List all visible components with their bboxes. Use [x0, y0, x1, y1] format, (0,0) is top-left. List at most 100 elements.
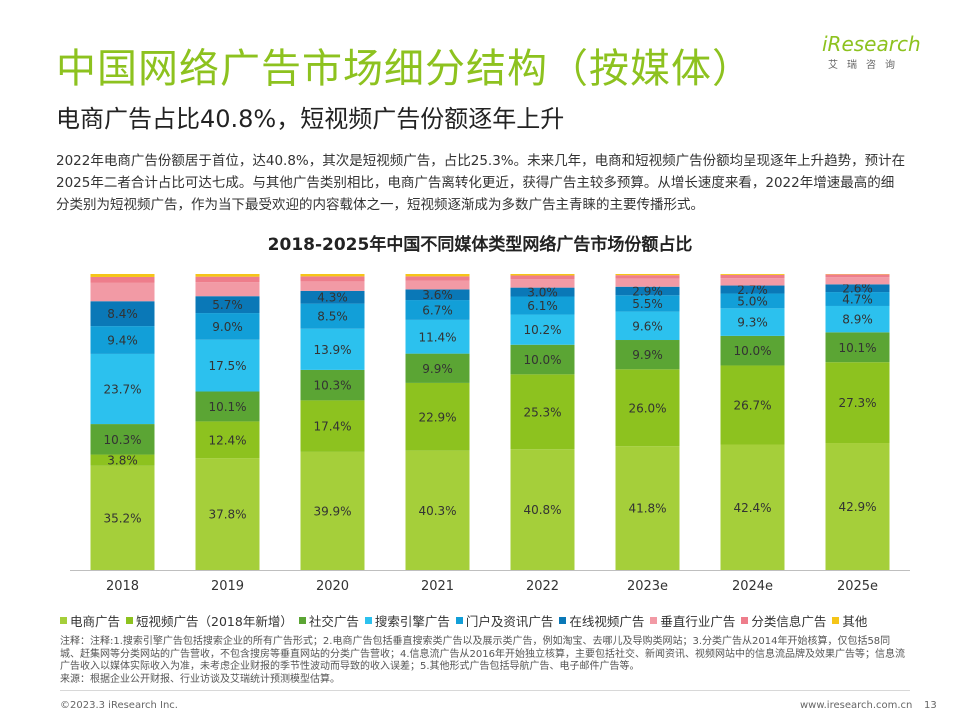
source-text: 来源：根据企业公开财报、行业访谈及艾瑞统计预测模型估算。	[60, 673, 340, 685]
bar-segment	[510, 274, 575, 276]
bar-segment	[615, 278, 680, 287]
x-tick-label: 2020	[316, 579, 349, 594]
data-label: 42.9%	[838, 500, 876, 514]
data-label: 35.2%	[103, 511, 141, 525]
bar-segment	[615, 286, 680, 296]
data-label: 17.4%	[313, 420, 351, 434]
bar-segment	[195, 282, 260, 297]
data-label: 39.9%	[313, 504, 351, 518]
data-label: 6.7%	[422, 303, 453, 317]
page-subtitle: 电商广告占比40.8%，短视频广告份额逐年上升	[56, 105, 565, 133]
data-label: 12.4%	[208, 433, 246, 447]
bar-segment	[90, 465, 155, 570]
copyright-text: ©2023.3 iResearch Inc.	[60, 700, 178, 711]
bar-segment	[405, 450, 470, 570]
page-number: 13	[924, 700, 937, 711]
bar-segment	[90, 274, 155, 277]
data-label: 9.9%	[422, 362, 453, 376]
bar-segment	[300, 274, 365, 277]
bar-segment	[405, 289, 470, 301]
bar-segment	[195, 391, 260, 422]
website-url: www.iresearch.com.cn	[800, 700, 913, 711]
bar-segment	[720, 274, 785, 275]
legend-swatch	[126, 617, 134, 624]
legend-swatch	[60, 617, 67, 624]
data-label: 8.4%	[107, 307, 138, 321]
data-label: 8.9%	[842, 313, 873, 327]
data-label: 27.3%	[838, 396, 876, 410]
data-label: 6.1%	[527, 299, 558, 313]
bar-segment	[90, 276, 155, 283]
data-label: 23.7%	[103, 383, 141, 397]
bar-segment	[825, 362, 890, 444]
bar-segment	[300, 303, 365, 329]
bar-segment	[615, 369, 680, 447]
bar-segment	[90, 301, 155, 327]
bar-segment	[825, 443, 890, 570]
x-tick-label: 2024e	[732, 579, 773, 594]
legend-label: 搜索引擎广告	[374, 614, 450, 629]
bar-segment	[510, 296, 575, 315]
bar-segment	[510, 344, 575, 375]
bar-segment	[405, 353, 470, 383]
data-label: 5.5%	[632, 297, 663, 311]
bar-segment	[90, 326, 155, 354]
data-label: 9.3%	[737, 316, 768, 330]
x-tick-label: 2025e	[837, 579, 878, 594]
bar-segment	[90, 424, 155, 455]
chart-title: 2018-2025年中国不同媒体类型网络广告市场份额占比	[267, 235, 693, 255]
brand-logo: iResearch 艾瑞咨询	[822, 32, 932, 71]
bar-segment	[90, 282, 155, 302]
data-label: 17.5%	[208, 359, 246, 373]
bar-segment	[615, 275, 680, 279]
logo-wordmark: iResearch	[822, 32, 921, 56]
data-label: 10.1%	[208, 400, 246, 414]
data-label: 9.6%	[632, 319, 663, 333]
bar-segment	[720, 274, 785, 279]
data-label: 9.0%	[212, 320, 243, 334]
bar-segment	[300, 281, 365, 291]
legend-item: 在线视频广告	[559, 611, 644, 630]
data-label: 25.3%	[523, 405, 561, 419]
legend-label: 在线视频广告	[569, 614, 645, 629]
legend-item: 搜索引擎广告	[364, 611, 450, 630]
bar-segment	[720, 285, 785, 294]
stacked-bar-chart: 35.2% 3.8% 10.3% 23.7% 9.4% 8.4% 2018 37.8% 12.4…	[70, 274, 910, 594]
legend-item: 电商广告	[60, 611, 120, 630]
bar-segment	[300, 328, 365, 370]
footer-divider	[60, 690, 910, 691]
data-label: 10.0%	[523, 353, 561, 367]
data-label: 9.9%	[632, 348, 663, 362]
data-label: 26.0%	[628, 401, 666, 415]
data-label: 10.1%	[838, 341, 876, 355]
bar-segment	[720, 365, 785, 445]
bar-segment	[195, 313, 260, 340]
data-label: 37.8%	[208, 508, 246, 522]
notes-text: 注释：注释:1.搜索引擎广告包括搜索企业的所有广告形式；2.电商广告包括垂直搜索…	[60, 636, 905, 672]
data-label: 4.3%	[317, 291, 348, 305]
data-label: 3.6%	[422, 288, 453, 302]
bar-segment	[615, 295, 680, 312]
bar-segment	[405, 274, 470, 277]
legend-item: 垂直行业广告	[650, 611, 735, 630]
data-label: 8.5%	[317, 310, 348, 324]
bar-segment	[90, 353, 155, 425]
legend-item: 短视频广告（2018年新增）	[126, 611, 293, 630]
x-tick-label: 2021	[421, 579, 454, 594]
chart-legend: 电商广告 短视频广告（2018年新增） 社交广告 搜索引擎广告 门户及资讯广告 在线视频广…	[60, 611, 920, 630]
bar-segment	[720, 293, 785, 309]
data-label: 13.9%	[313, 343, 351, 357]
x-tick-label: 2019	[211, 579, 244, 594]
bar-segment	[510, 279, 575, 288]
legend-swatch	[741, 617, 749, 624]
legend-item: 社交广告	[298, 611, 359, 630]
bar-segment	[510, 449, 575, 570]
x-tick-label: 2018	[106, 579, 139, 594]
bar-segment	[195, 458, 260, 570]
bar-segment	[615, 274, 680, 276]
bar-segment	[615, 446, 680, 570]
data-label: 11.4%	[418, 330, 456, 344]
bar-segment	[510, 314, 575, 345]
data-label: 5.7%	[212, 298, 243, 312]
bar-segment	[405, 276, 470, 281]
